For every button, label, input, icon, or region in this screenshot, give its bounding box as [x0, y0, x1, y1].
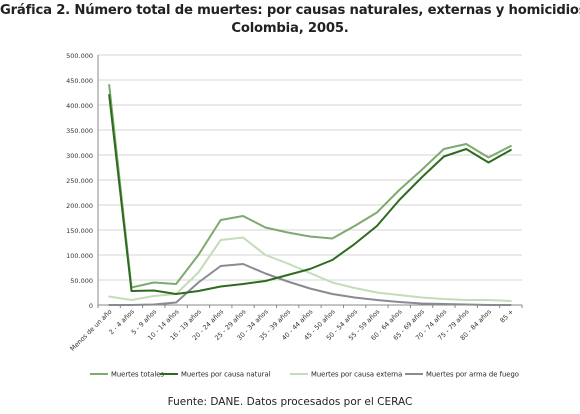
- y-tick-label: 300.000: [66, 152, 93, 160]
- series-line: [108, 263, 512, 306]
- y-tick-label: 250.000: [66, 177, 93, 185]
- y-tick-label: 0: [89, 302, 93, 310]
- y-tick-label: 500.000: [66, 52, 93, 60]
- y-tick-label: 150.000: [66, 227, 93, 235]
- y-tick-label: 100.000: [66, 252, 93, 260]
- series-line: [108, 84, 512, 289]
- chart-title: Gráfica 2. Número total de muertes: por …: [0, 2, 580, 38]
- chart-legend: Muertes totales Muertes por causa natural…: [90, 371, 519, 379]
- chart-title-line-1: Gráfica 2. Número total de muertes: por …: [0, 3, 580, 18]
- y-tick-label: 400.000: [66, 102, 93, 110]
- source-note: Fuente: DANE. Datos procesados por el CE…: [167, 396, 413, 408]
- series-line: [108, 94, 512, 295]
- chart-title-line-2: Colombia, 2005.: [231, 21, 349, 36]
- plot-area: 0 50.000 100.000 150.000 200.000 250.000 300.0…: [66, 52, 523, 353]
- y-tick-label: 450.000: [66, 77, 93, 85]
- legend-label: Muertes por causa natural: [181, 371, 271, 379]
- y-tick-label: 50.000: [70, 277, 93, 285]
- y-tick-label: 200.000: [66, 202, 93, 210]
- legend-label: Muertes por arma de fuego: [426, 371, 519, 379]
- y-tick-label: 350.000: [66, 127, 93, 135]
- legend-label: Muertes totales: [111, 371, 164, 379]
- x-tick-label: 85 +: [498, 308, 515, 325]
- legend-label: Muertes por causa externa: [311, 371, 402, 379]
